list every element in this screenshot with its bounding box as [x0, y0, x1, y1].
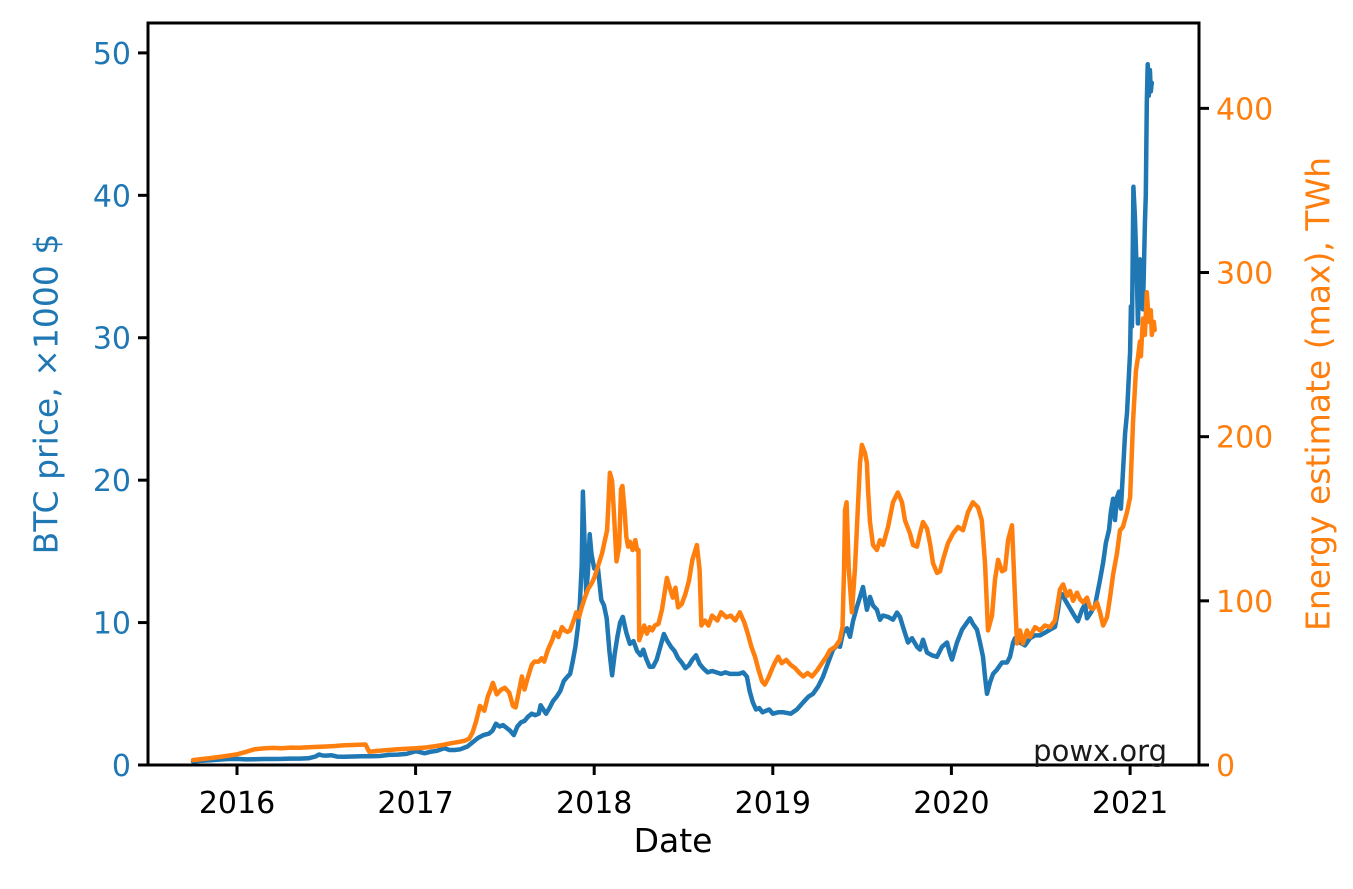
y-left-tick-label: 0 — [112, 749, 131, 784]
x-tick-label: 2018 — [556, 786, 632, 821]
x-tick-label: 2020 — [913, 786, 989, 821]
y-left-tick-label: 20 — [93, 464, 131, 499]
x-tick-label: 2017 — [377, 786, 453, 821]
y-left-tick-label: 10 — [93, 607, 131, 642]
x-axis-label: Date — [633, 821, 713, 860]
axes-spines — [146, 21, 1201, 767]
watermark: powx.org — [1033, 734, 1167, 768]
y-axis-label-right: Energy estimate (max), TWh — [1298, 156, 1338, 632]
x-tick-label: 2016 — [199, 786, 275, 821]
y-right-tick-label: 300 — [1216, 257, 1273, 292]
btc-price-line — [190, 62, 1155, 764]
y-right-tick-label: 200 — [1216, 421, 1273, 456]
y-right-tick-label: 0 — [1216, 749, 1235, 784]
x-tick-label: 2021 — [1092, 786, 1168, 821]
energy-estimate-max--line — [190, 289, 1157, 763]
y-left-tick-label: 40 — [93, 179, 131, 214]
y-right-tick-label: 100 — [1216, 585, 1273, 620]
y-right-tick-label: 400 — [1216, 92, 1273, 127]
x-tick-label: 2019 — [735, 786, 811, 821]
y-left-tick-label: 30 — [93, 322, 131, 357]
y-axis-label-left: BTC price, ×1000 $ — [26, 233, 66, 555]
y-left-tick-label: 50 — [93, 37, 131, 72]
